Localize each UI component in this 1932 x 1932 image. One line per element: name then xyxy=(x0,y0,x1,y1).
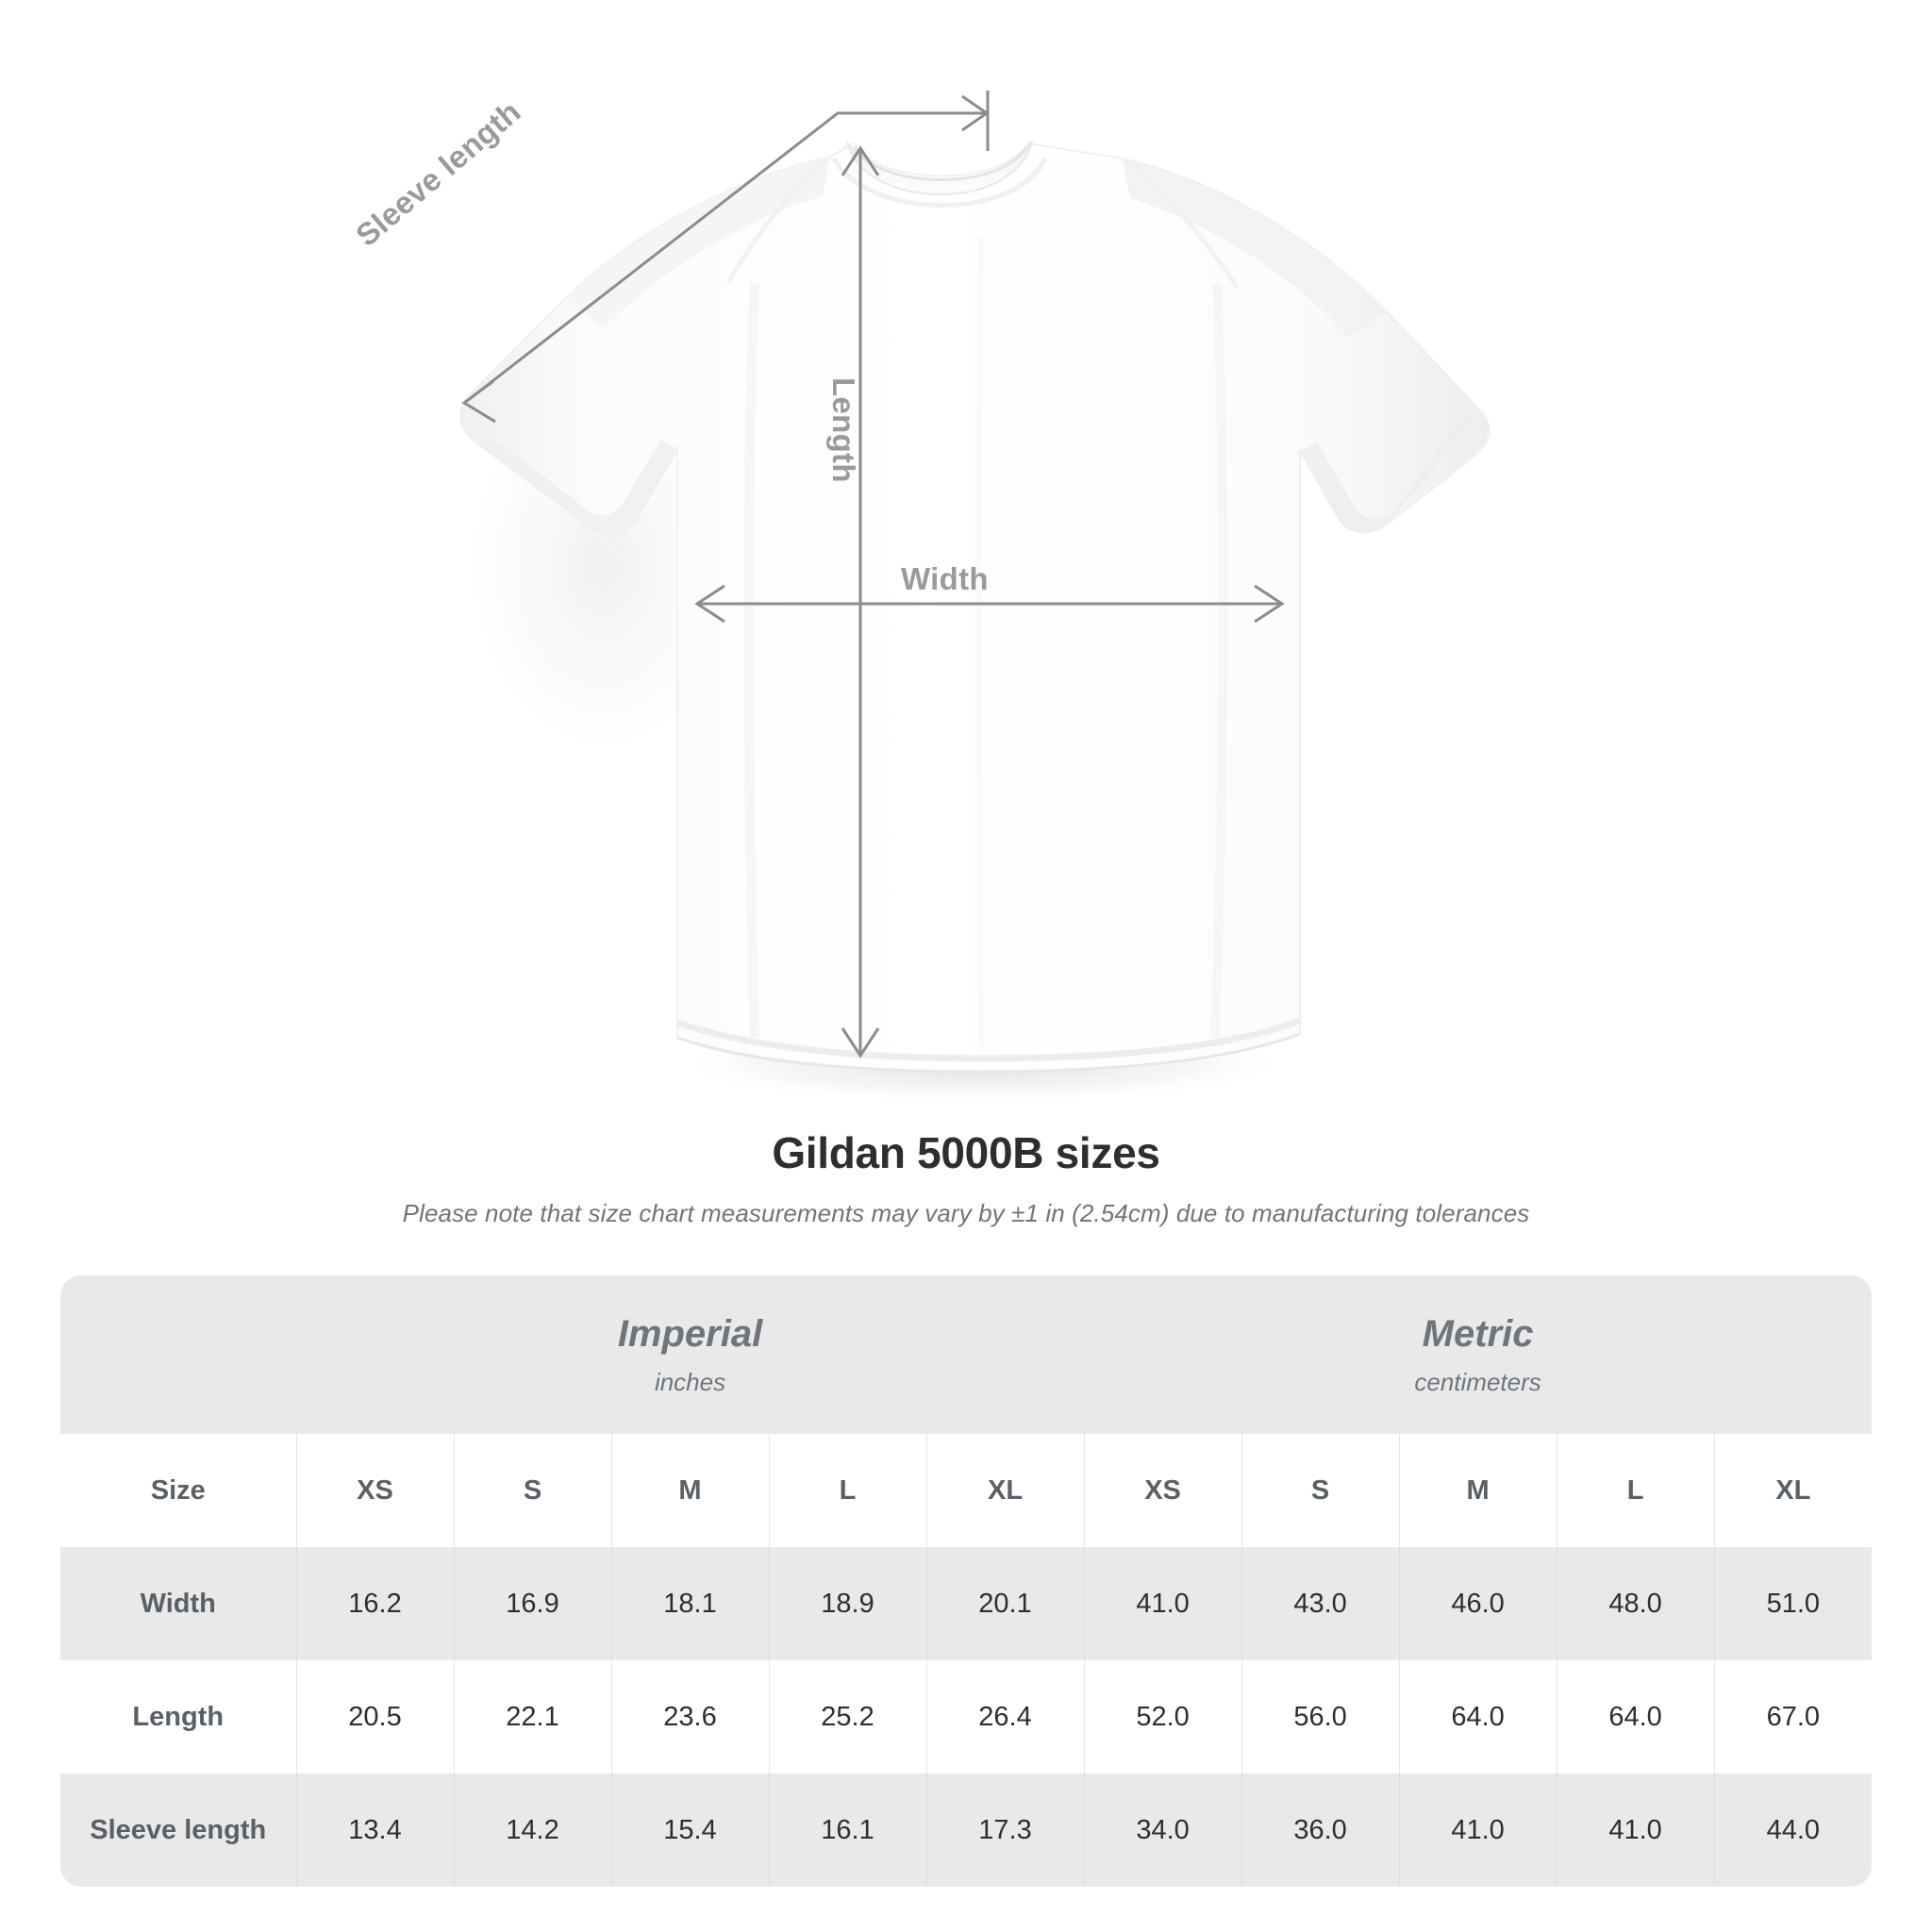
size-col-imperial-m: M xyxy=(610,1434,769,1547)
size-table-container: Imperial inches Metric centimeters Size … xyxy=(60,1275,1873,1887)
cell-sleeve-metric-l: 41.0 xyxy=(1556,1774,1715,1887)
cell-length-metric-m: 64.0 xyxy=(1398,1660,1557,1774)
sleeve-left-shade xyxy=(566,157,830,328)
measurement-arrows xyxy=(461,91,1285,1058)
cell-sleeve-imperial-l: 16.1 xyxy=(768,1774,926,1887)
sleeve-length-arrowhead-start xyxy=(461,379,496,424)
cell-width-metric-s: 43.0 xyxy=(1241,1547,1400,1660)
size-header-label: Size xyxy=(60,1434,296,1547)
cell-length-metric-l: 64.0 xyxy=(1556,1660,1715,1774)
sleeve-left-hem xyxy=(477,436,677,534)
tshirt-illustration xyxy=(459,91,1491,1104)
cell-width-metric-l: 48.0 xyxy=(1556,1547,1715,1660)
cell-length-imperial-m: 23.6 xyxy=(610,1660,769,1774)
cell-sleeve-metric-xl: 44.0 xyxy=(1713,1774,1873,1887)
size-col-metric-l: L xyxy=(1556,1434,1715,1547)
size-col-imperial-xl: XL xyxy=(925,1434,1085,1547)
length-arrowhead-top xyxy=(841,145,880,176)
cell-length-metric-xs: 52.0 xyxy=(1083,1660,1242,1774)
cell-length-metric-s: 56.0 xyxy=(1241,1660,1400,1774)
cell-sleeve-metric-m: 41.0 xyxy=(1398,1774,1557,1887)
metric-label: Metric xyxy=(1422,1312,1534,1355)
imperial-label: Imperial xyxy=(617,1312,763,1355)
fold-right xyxy=(1210,282,1228,1039)
bottom-hem-2 xyxy=(676,1032,1301,1074)
cell-width-metric-xl: 51.0 xyxy=(1713,1547,1873,1660)
shoulder-seam-left xyxy=(725,155,832,285)
cell-width-imperial-m: 18.1 xyxy=(610,1547,769,1660)
cell-length-imperial-l: 25.2 xyxy=(768,1660,926,1774)
cell-width-metric-xs: 41.0 xyxy=(1083,1547,1242,1660)
size-col-metric-xl: XL xyxy=(1713,1434,1873,1547)
collar-seam xyxy=(831,157,1048,208)
length-label: Length xyxy=(826,377,861,483)
cell-length-metric-xl: 67.0 xyxy=(1713,1660,1873,1774)
size-col-imperial-s: S xyxy=(453,1434,611,1547)
size-table: Imperial inches Metric centimeters Size … xyxy=(60,1275,1873,1887)
cell-width-metric-m: 46.0 xyxy=(1398,1547,1557,1660)
size-col-imperial-l: L xyxy=(768,1434,926,1547)
shoulder-seam-right xyxy=(1121,157,1241,291)
size-col-metric-s: S xyxy=(1241,1434,1400,1547)
cell-width-imperial-l: 18.9 xyxy=(768,1547,926,1660)
cell-sleeve-imperial-xl: 17.3 xyxy=(925,1774,1085,1887)
sleeve-right-hem xyxy=(1300,406,1481,533)
metric-unit: centimeters xyxy=(1414,1367,1541,1396)
title-block: Gildan 5000B sizes Please note that size… xyxy=(0,1127,1932,1228)
cell-length-imperial-xs: 20.5 xyxy=(295,1660,454,1774)
width-arrowhead-right xyxy=(1254,584,1285,624)
cell-sleeve-imperial-s: 14.2 xyxy=(453,1774,611,1887)
cell-sleeve-imperial-xs: 13.4 xyxy=(295,1774,454,1887)
unit-group-imperial: Imperial inches xyxy=(296,1275,1085,1434)
cell-sleeve-metric-xs: 34.0 xyxy=(1083,1774,1242,1887)
cell-length-imperial-s: 22.1 xyxy=(453,1660,611,1774)
row-label-width: Width xyxy=(60,1547,296,1660)
cell-sleeve-metric-s: 36.0 xyxy=(1241,1774,1400,1887)
fold-center xyxy=(975,235,984,1048)
cell-width-imperial-xl: 20.1 xyxy=(925,1547,1085,1660)
cell-width-imperial-xs: 16.2 xyxy=(295,1547,454,1660)
bottom-hem xyxy=(675,1017,1302,1062)
sleeve-right-shade xyxy=(1123,158,1387,338)
table-row: Length 20.5 22.1 23.6 25.2 26.4 52.0 56.… xyxy=(60,1660,1873,1774)
sleeve-length-arrow-line xyxy=(466,111,985,403)
size-col-metric-m: M xyxy=(1398,1434,1557,1547)
size-col-metric-xs: XS xyxy=(1083,1434,1242,1547)
imperial-unit: inches xyxy=(654,1367,726,1396)
unit-corner-cell xyxy=(60,1275,296,1434)
length-arrowhead-bottom xyxy=(841,1027,880,1058)
cell-width-imperial-s: 16.9 xyxy=(453,1547,611,1660)
width-arrowhead-left xyxy=(694,584,725,624)
unit-group-metric: Metric centimeters xyxy=(1084,1275,1873,1434)
table-row: Width 16.2 16.9 18.1 18.9 20.1 41.0 43.0… xyxy=(60,1547,1873,1660)
tshirt-diagram: Sleeve length Length Width xyxy=(349,91,1491,1104)
page-title: Gildan 5000B sizes xyxy=(772,1128,1160,1177)
tolerance-note: Please note that size chart measurements… xyxy=(402,1199,1530,1227)
cell-sleeve-imperial-m: 15.4 xyxy=(610,1774,769,1887)
width-label: Width xyxy=(901,561,989,596)
row-label-sleeve-length: Sleeve length xyxy=(60,1774,296,1887)
row-label-length: Length xyxy=(60,1660,296,1774)
unit-system-row: Imperial inches Metric centimeters xyxy=(60,1275,1873,1434)
size-col-imperial-xs: XS xyxy=(295,1434,454,1547)
size-header-row: Size XS S M L XL XS S M L XL xyxy=(60,1434,1873,1547)
table-row: Sleeve length 13.4 14.2 15.4 16.1 17.3 3… xyxy=(60,1774,1873,1887)
cell-length-imperial-xl: 26.4 xyxy=(925,1660,1085,1774)
fold-left xyxy=(743,282,759,1039)
